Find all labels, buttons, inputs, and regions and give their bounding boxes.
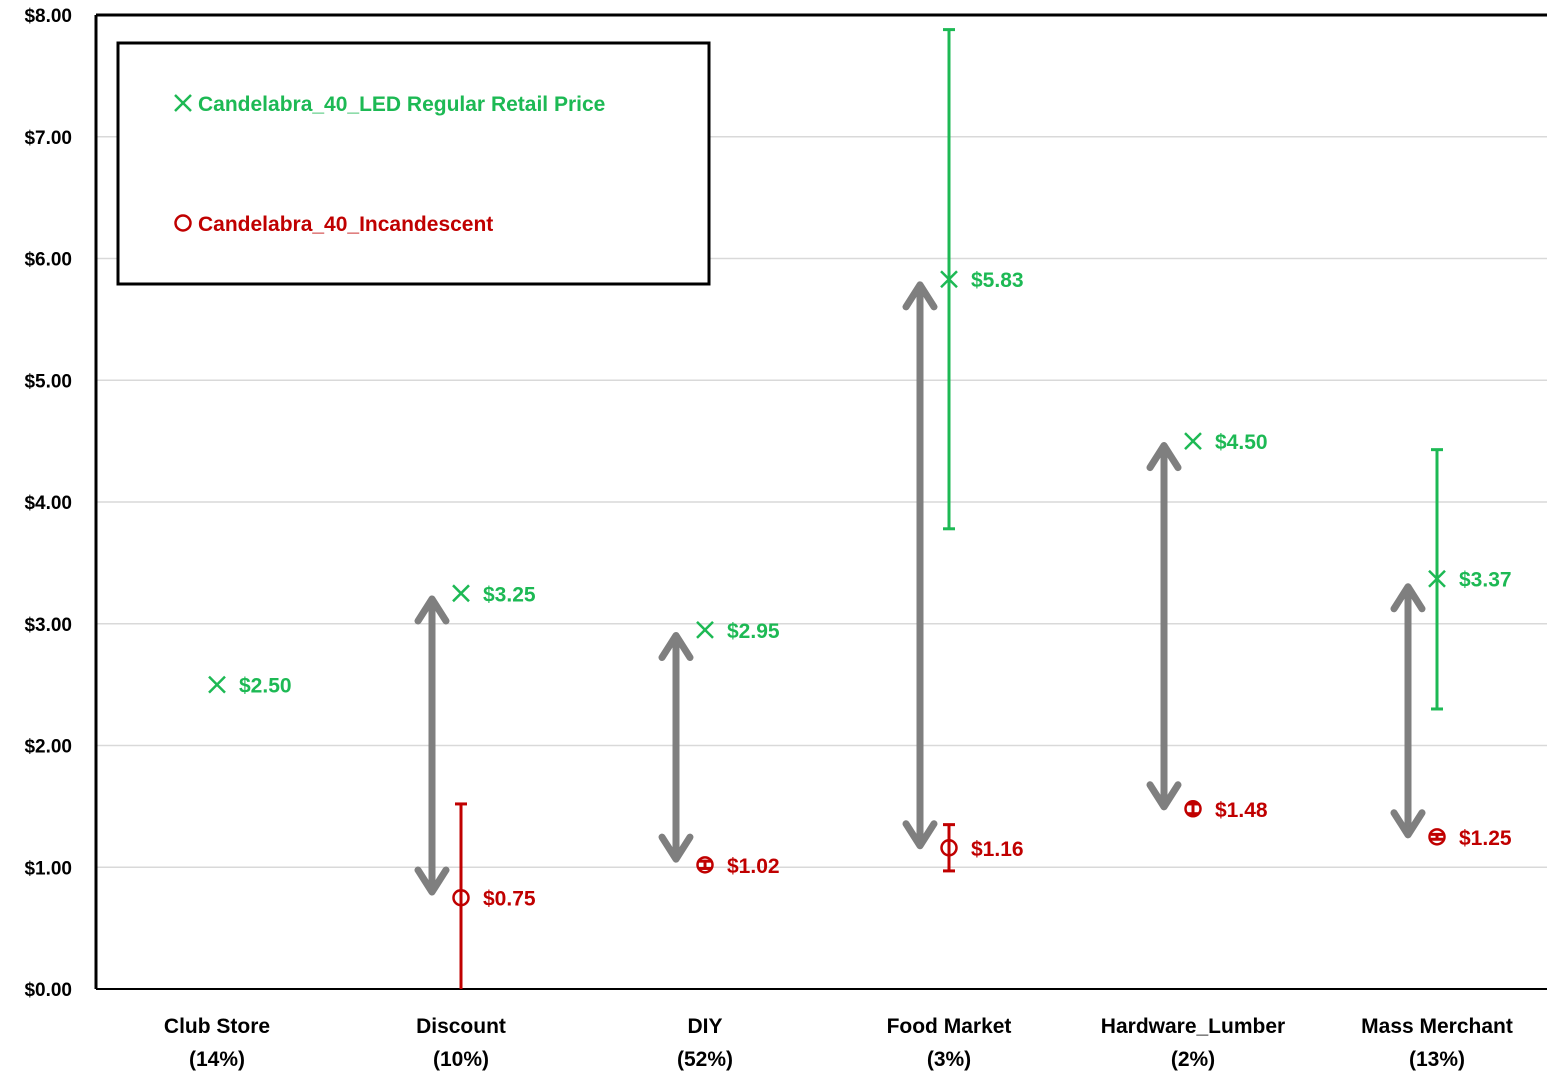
y-tick-label: $7.00 bbox=[24, 128, 72, 149]
category-name: DIY bbox=[687, 1015, 722, 1038]
arrow-head-up bbox=[414, 595, 450, 625]
arrow-head-down bbox=[414, 866, 450, 896]
y-tick-label: $3.00 bbox=[24, 615, 72, 636]
difference-arrows bbox=[414, 281, 1426, 896]
category-share: (14%) bbox=[189, 1048, 245, 1071]
led-price-marker-stroke-b bbox=[1428, 569, 1446, 588]
arrow-head-down bbox=[1390, 809, 1426, 839]
category-labels: Club Store (14%) Discount (10%) DIY (52%) Food… bbox=[164, 1015, 1513, 1071]
category-share: (13%) bbox=[1409, 1048, 1465, 1071]
data-label: $5.83 bbox=[971, 269, 1024, 292]
y-tick-label: $6.00 bbox=[24, 250, 72, 271]
legend-marker bbox=[174, 214, 192, 232]
led-price-marker-stroke-b bbox=[452, 584, 470, 603]
y-tick-label: $8.00 bbox=[24, 6, 72, 27]
arrow-head-down bbox=[658, 833, 694, 863]
legend-marker-stroke-b bbox=[174, 94, 192, 112]
data-label: $3.37 bbox=[1459, 569, 1512, 592]
incandescent-price-marker bbox=[940, 839, 958, 857]
legend-label: Candelabra_40_Incandescent bbox=[198, 213, 493, 236]
data-label: $1.25 bbox=[1459, 827, 1512, 850]
category-name: Club Store bbox=[164, 1015, 270, 1038]
arrow-head-down bbox=[902, 820, 938, 850]
axes bbox=[94, 13, 1547, 990]
data-points bbox=[208, 270, 1446, 907]
led-price-marker-stroke-b bbox=[696, 620, 714, 639]
led-price-marker-stroke-b bbox=[208, 675, 226, 694]
data-label: $0.75 bbox=[483, 888, 536, 911]
incandescent-price-marker bbox=[452, 888, 470, 907]
arrow-head-up bbox=[658, 631, 694, 661]
y-tick-label: $0.00 bbox=[24, 980, 72, 1001]
category-name: Discount bbox=[416, 1015, 506, 1038]
legend-label: Candelabra_40_LED Regular Retail Price bbox=[198, 93, 605, 116]
y-tick-label: $5.00 bbox=[24, 371, 72, 392]
incandescent-price-marker bbox=[696, 856, 714, 874]
data-label: $4.50 bbox=[1215, 431, 1268, 454]
incandescent-price-marker bbox=[1184, 800, 1202, 818]
category-share: (52%) bbox=[677, 1048, 733, 1071]
category-share: (2%) bbox=[1171, 1048, 1215, 1071]
incandescent-price-marker bbox=[1428, 828, 1446, 846]
data-label: $1.16 bbox=[971, 838, 1024, 861]
category-share: (3%) bbox=[927, 1048, 971, 1071]
led-price-marker-stroke-b bbox=[940, 270, 958, 289]
y-tick-label: $4.00 bbox=[24, 493, 72, 514]
data-label: $2.95 bbox=[727, 620, 780, 643]
arrow-head-up bbox=[1390, 583, 1426, 613]
arrow-head-down bbox=[1146, 781, 1182, 811]
arrow-head-up bbox=[902, 281, 938, 311]
category-name: Hardware_Lumber bbox=[1101, 1015, 1285, 1038]
data-labels: $2.50 $3.25 $2.95 $5.83 $4.50 $3.37 $0.75 $1.02… bbox=[239, 269, 1512, 910]
legend-box bbox=[116, 41, 711, 286]
category-name: Food Market bbox=[887, 1015, 1012, 1038]
y-tick-labels: $0.00 $1.00 $2.00 $3.00 $4.00 $5.00 $6.00 $7.00… bbox=[24, 6, 72, 1001]
legend: Candelabra_40_LED Regular Retail Price Ca… bbox=[116, 41, 711, 286]
arrow-head-up bbox=[1146, 442, 1182, 472]
data-label: $1.48 bbox=[1215, 799, 1268, 822]
data-label: $1.02 bbox=[727, 855, 780, 878]
y-tick-label: $2.00 bbox=[24, 737, 72, 758]
y-tick-label: $1.00 bbox=[24, 858, 72, 879]
data-label: $3.25 bbox=[483, 583, 536, 606]
category-name: Mass Merchant bbox=[1361, 1015, 1513, 1038]
category-share: (10%) bbox=[433, 1048, 489, 1071]
led-price-marker-stroke-b bbox=[1184, 432, 1202, 451]
data-label: $2.50 bbox=[239, 675, 292, 698]
